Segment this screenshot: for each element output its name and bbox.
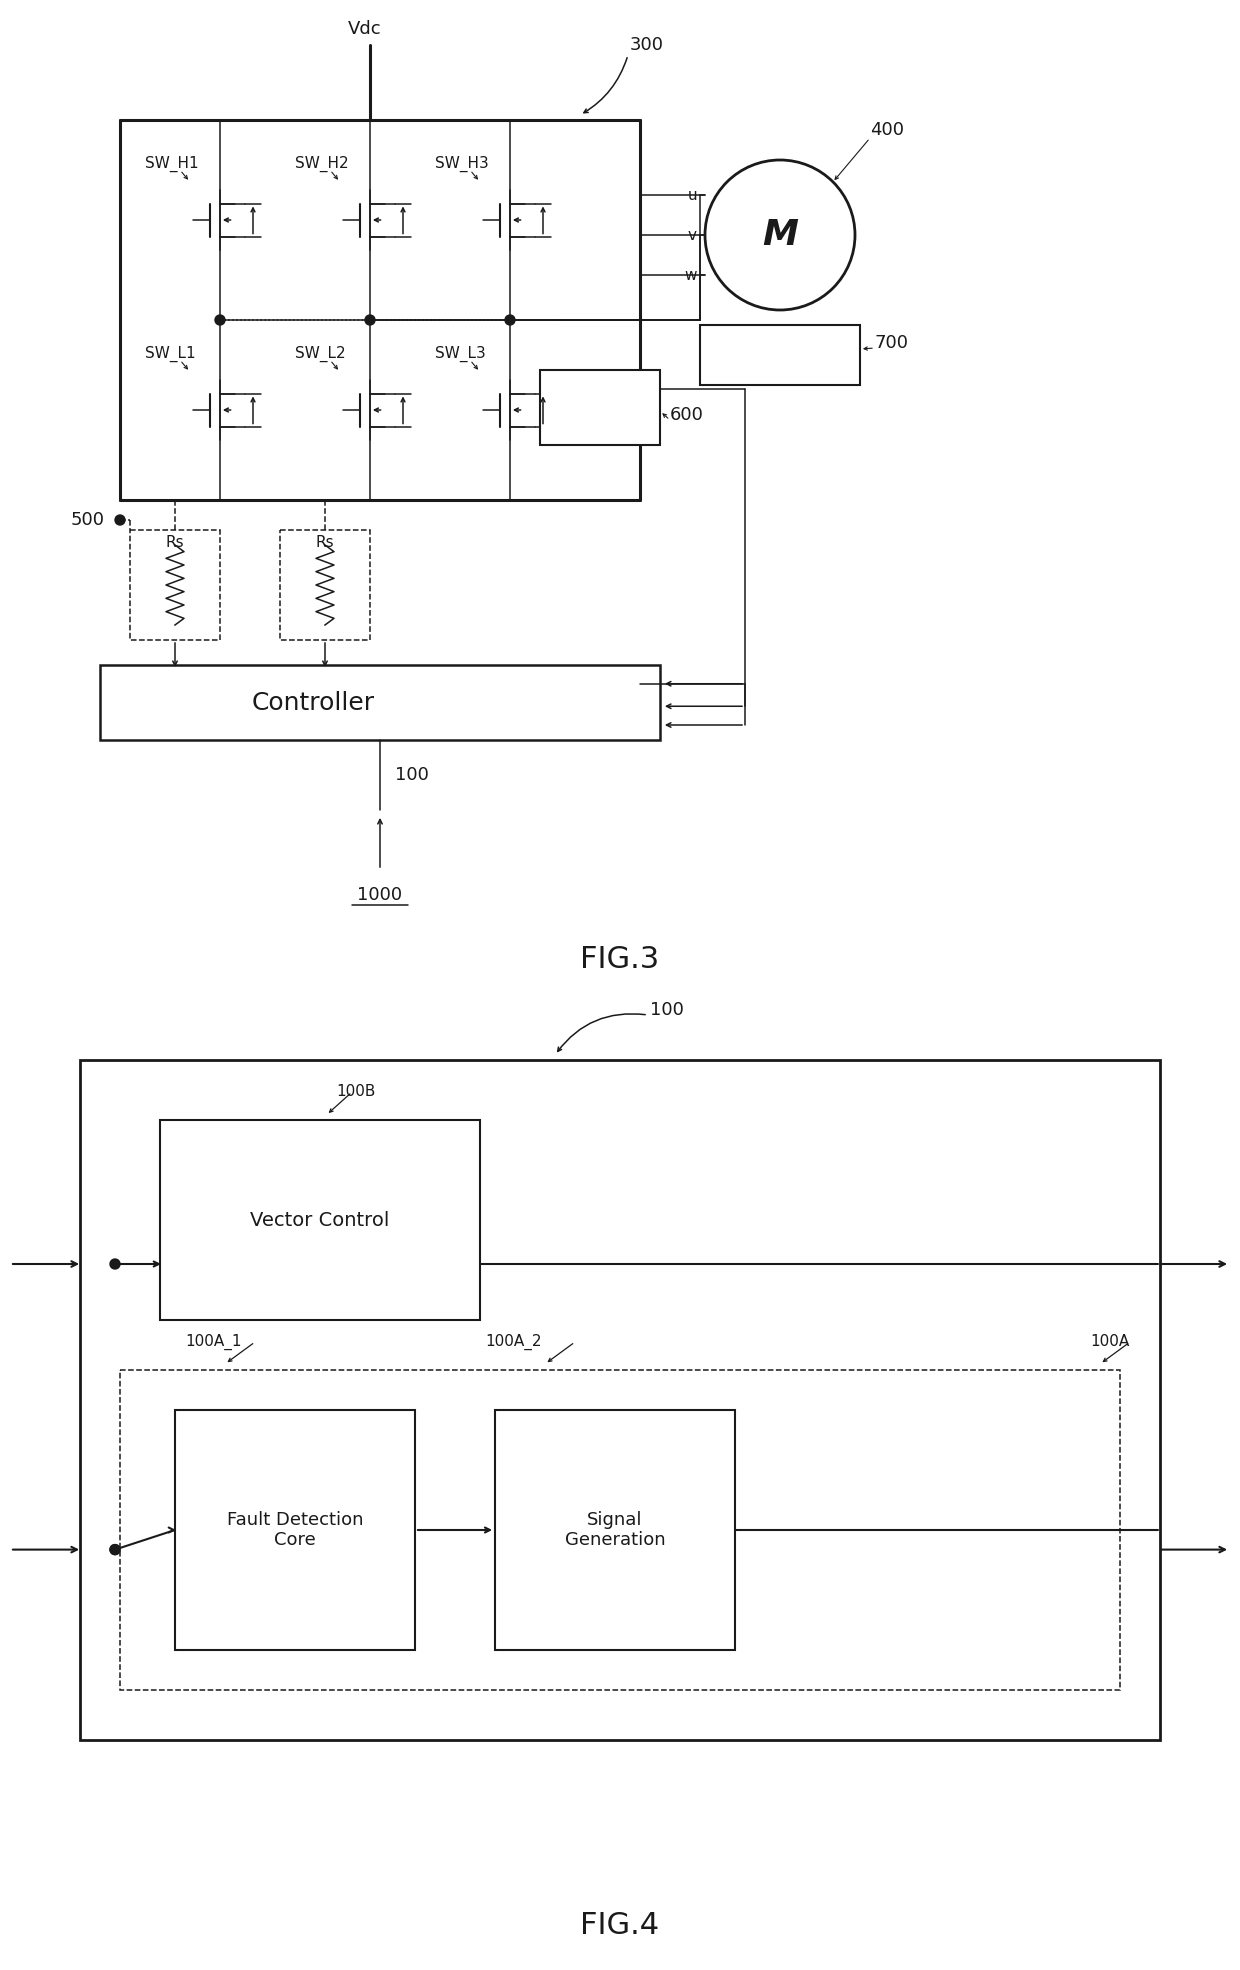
Bar: [701, 325, 861, 384]
Text: SW_L2: SW_L2: [295, 347, 346, 362]
Circle shape: [110, 1259, 120, 1269]
Bar: [130, 530, 219, 640]
Text: 500: 500: [71, 510, 105, 530]
Bar: [160, 1121, 480, 1320]
Text: Fault Detection
Core: Fault Detection Core: [227, 1511, 363, 1548]
Text: 100A_1: 100A_1: [185, 1334, 242, 1349]
Text: Signal
Generation: Signal Generation: [564, 1511, 666, 1548]
Text: w: w: [684, 268, 697, 282]
Text: Vector Control: Vector Control: [250, 1210, 389, 1229]
Text: 300: 300: [630, 35, 663, 53]
Text: 600: 600: [670, 406, 704, 424]
Text: 700: 700: [875, 335, 909, 353]
Text: SW_L1: SW_L1: [145, 347, 196, 362]
Text: SW_H3: SW_H3: [435, 156, 489, 171]
Text: SW_H2: SW_H2: [295, 156, 348, 171]
Bar: [280, 530, 370, 640]
Text: Rs: Rs: [166, 536, 185, 550]
Text: FIG.4: FIG.4: [580, 1911, 660, 1940]
Text: SW_L3: SW_L3: [435, 347, 486, 362]
Circle shape: [505, 315, 515, 325]
Text: Controller: Controller: [252, 691, 374, 715]
Bar: [539, 370, 660, 445]
Bar: [120, 1369, 1120, 1690]
Text: 100: 100: [650, 1001, 684, 1018]
Bar: [495, 1411, 735, 1651]
Circle shape: [365, 315, 374, 325]
Text: 100A: 100A: [1090, 1334, 1130, 1349]
Circle shape: [115, 514, 125, 524]
Text: 100: 100: [396, 766, 429, 784]
Bar: [175, 1411, 415, 1651]
Text: M: M: [763, 219, 799, 252]
Circle shape: [110, 1544, 120, 1554]
Text: v: v: [688, 227, 697, 242]
Text: 100A_2: 100A_2: [485, 1334, 542, 1349]
Text: u: u: [687, 187, 697, 203]
Circle shape: [215, 315, 224, 325]
Text: FIG.3: FIG.3: [580, 946, 660, 975]
Text: 400: 400: [870, 120, 904, 140]
Bar: [100, 666, 660, 741]
Text: Rs: Rs: [316, 536, 335, 550]
Circle shape: [110, 1544, 120, 1554]
Text: SW_H1: SW_H1: [145, 156, 198, 171]
Text: 1000: 1000: [357, 886, 403, 904]
Text: 100B: 100B: [336, 1085, 376, 1099]
Bar: [81, 1060, 1159, 1740]
Text: Vdc: Vdc: [348, 20, 382, 37]
